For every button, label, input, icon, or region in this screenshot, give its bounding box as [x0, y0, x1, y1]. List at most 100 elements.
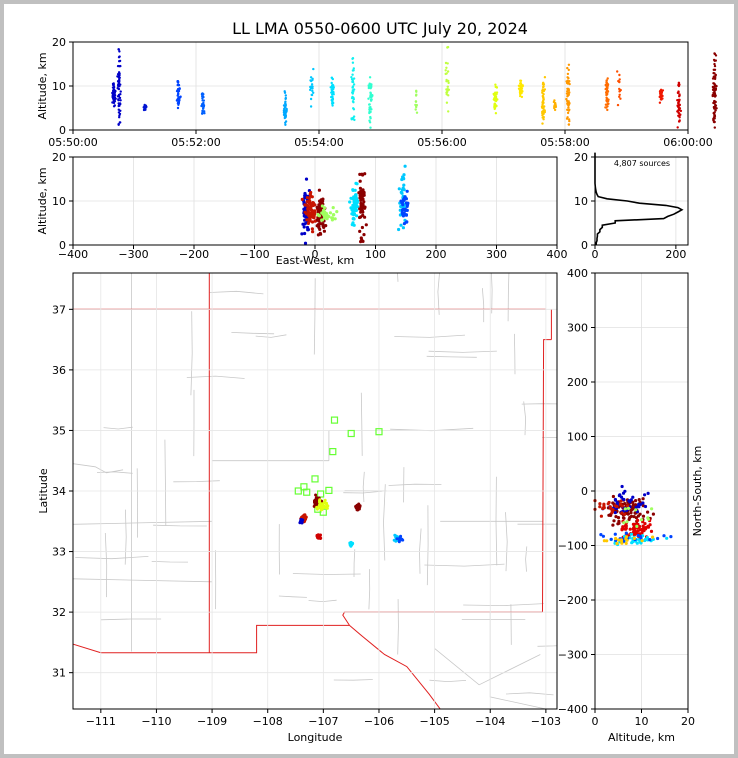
source-point [348, 200, 352, 204]
source-point [351, 206, 356, 211]
source-point [618, 73, 621, 77]
source-point [553, 99, 556, 102]
x-tick-label: −106 [364, 715, 394, 728]
source-point [350, 212, 354, 216]
source-point [111, 94, 114, 97]
panel-border [594, 156, 689, 246]
source-point [631, 540, 635, 544]
source-point [566, 72, 570, 76]
source-point [519, 92, 522, 96]
source-point [368, 103, 371, 106]
source-point [314, 493, 318, 497]
source-point [414, 108, 417, 111]
source-point [309, 211, 313, 215]
source-point [401, 226, 405, 230]
source-point [713, 52, 716, 55]
source-point [310, 214, 314, 218]
source-point [713, 72, 716, 75]
source-point [318, 498, 322, 502]
source-point [315, 507, 319, 511]
source-point [618, 93, 621, 97]
source-point [310, 220, 315, 224]
county-boundary [517, 523, 557, 525]
source-point [358, 179, 362, 183]
source-point [119, 99, 122, 102]
source-point [399, 190, 403, 194]
source-point [641, 524, 645, 528]
source-point [351, 73, 354, 76]
source-point [330, 81, 333, 85]
source-point [677, 84, 681, 88]
x-tick-label: −400 [58, 248, 88, 261]
source-point [447, 94, 450, 97]
y-tick-label: 400 [567, 267, 588, 280]
source-point [638, 512, 642, 516]
source-point [361, 194, 365, 198]
source-point [634, 499, 638, 503]
source-point [656, 536, 660, 541]
x-tick-label: 0 [592, 248, 599, 261]
source-point [353, 118, 356, 122]
source-point [447, 79, 450, 83]
source-point [641, 514, 646, 518]
source-point [606, 108, 609, 112]
x-tick-label: 300 [486, 248, 507, 261]
source-point [616, 538, 621, 542]
state-border-nm-tx [342, 611, 543, 626]
source-point [542, 83, 546, 86]
map-content [73, 273, 557, 709]
source-point [711, 94, 714, 98]
x-tick-label: 400 [547, 248, 568, 261]
source-point [351, 188, 355, 192]
x-tick-label: 20 [681, 715, 695, 728]
source-point [177, 103, 180, 107]
source-point [401, 214, 405, 218]
source-point [284, 96, 287, 100]
source-count-annotation: 4,807 sources [614, 159, 670, 168]
y-tick-label: 0 [59, 124, 66, 137]
lma-station-marker [311, 475, 319, 483]
source-point [415, 111, 419, 114]
source-point [332, 84, 335, 87]
county-boundary [328, 429, 418, 461]
source-point [114, 97, 117, 101]
source-point [304, 177, 309, 181]
source-point [302, 207, 306, 211]
source-point [622, 521, 626, 525]
source-point [351, 100, 355, 103]
source-point [300, 197, 304, 201]
source-point [415, 105, 418, 109]
source-point [353, 188, 357, 192]
source-point [415, 89, 418, 93]
source-point [568, 82, 571, 86]
lma-station-marker [375, 428, 383, 436]
source-point [317, 224, 321, 229]
source-point [631, 507, 635, 511]
x-tick-label: −103 [531, 715, 561, 728]
source-point [445, 101, 449, 104]
y-tick-label: 0 [581, 485, 588, 498]
source-point [202, 95, 205, 99]
source-point [517, 87, 521, 90]
source-point [310, 85, 313, 88]
source-point [117, 81, 121, 85]
source-point [323, 206, 327, 210]
source-point [112, 100, 116, 104]
lma-station-marker [325, 486, 333, 494]
source-point [712, 111, 715, 115]
source-point [566, 94, 569, 97]
source-point [638, 528, 643, 532]
county-boundary [151, 561, 189, 563]
source-point [322, 229, 326, 233]
x-tick-label: 200 [665, 248, 686, 261]
source-point [351, 69, 355, 72]
source-point [640, 539, 644, 543]
source-point [112, 88, 116, 91]
source-point [351, 80, 354, 84]
source-point [602, 539, 607, 543]
source-point [620, 511, 624, 515]
county-boundary [383, 484, 386, 561]
source-point [142, 106, 145, 109]
north-south-height-panel: 0 10 20 −400 −300 −200 −100 0 100 200 300 400 Altitu… [558, 267, 704, 744]
